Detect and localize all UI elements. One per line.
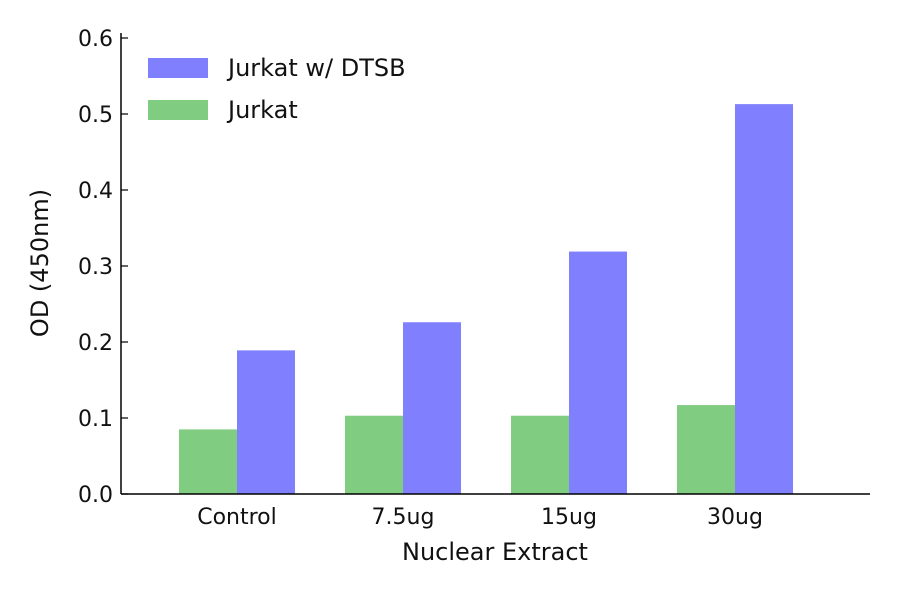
y-tick-label: 0.6 [78, 27, 113, 52]
y-axis-label: OD (450nm) [26, 189, 54, 337]
bar-jurkat-w-dtsb-15ug [569, 251, 627, 494]
bars-group [179, 104, 793, 495]
x-tick-label: 7.5ug [372, 505, 435, 530]
y-tick-label: 0.5 [78, 103, 113, 128]
x-axis-label: Nuclear Extract [402, 538, 588, 566]
legend: Jurkat w/ DTSB Jurkat [148, 54, 406, 124]
y-tick-label: 0.1 [78, 407, 113, 432]
x-tick-label: 15ug [541, 505, 597, 530]
bar-jurkat-15ug [511, 415, 569, 494]
y-tick-label: 0.3 [78, 255, 113, 280]
x-ticks-group: Control 7.5ug 15ug 30ug [197, 505, 763, 530]
bar-jurkat-7-5ug [345, 415, 403, 494]
legend-swatch-jurkat [148, 100, 208, 120]
legend-label-jurkat-dtsb: Jurkat w/ DTSB [226, 54, 406, 82]
y-tick-label: 0.2 [78, 331, 113, 356]
x-tick-label: 30ug [707, 505, 763, 530]
bar-jurkat-w-dtsb-7-5ug [403, 322, 461, 494]
bar-jurkat-control [179, 429, 237, 494]
x-tick-label: Control [197, 505, 277, 530]
axes-group [120, 33, 870, 495]
y-ticks-group: 0.0 0.1 0.2 0.3 0.4 0.5 0.6 [78, 27, 128, 508]
legend-label-jurkat: Jurkat [226, 96, 298, 124]
bar-jurkat-w-dtsb-30ug [735, 104, 793, 495]
y-tick-label: 0.4 [78, 179, 113, 204]
bar-jurkat-30ug [677, 405, 735, 494]
y-tick-label: 0.0 [78, 483, 113, 508]
bar-jurkat-w-dtsb-control [237, 350, 295, 494]
legend-swatch-jurkat-dtsb [148, 58, 208, 78]
